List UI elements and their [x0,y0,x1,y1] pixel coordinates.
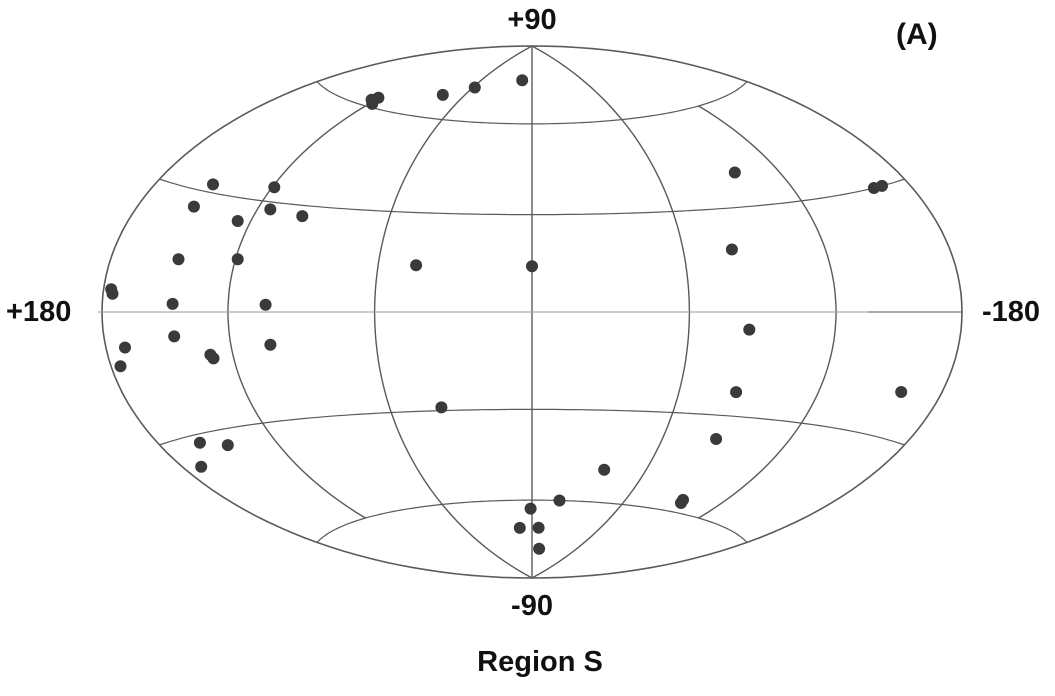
data-point [296,210,308,222]
data-point [868,182,880,194]
data-point [195,461,207,473]
data-point [232,215,244,227]
data-point [743,324,755,336]
data-point [222,439,234,451]
data-point [525,503,537,515]
data-point [115,360,127,372]
data-point [268,181,280,193]
data-point [208,352,220,364]
data-point [264,339,276,351]
data-point [264,203,276,215]
data-point [437,89,449,101]
chart-caption: Region S [477,646,603,679]
data-point [366,98,378,110]
data-point [167,298,179,310]
axis-label-left: +180 [6,296,71,329]
data-point [533,543,545,555]
data-point [514,522,526,534]
axis-label-bottom: -90 [511,590,553,623]
data-point [526,260,538,272]
data-point [895,386,907,398]
axis-label-right: -180 [982,296,1040,329]
data-point [188,201,200,213]
graticule [98,46,962,578]
data-point [726,244,738,256]
data-point [554,495,566,507]
data-point [435,401,447,413]
data-point [730,386,742,398]
data-point [675,497,687,509]
data-point [729,167,741,179]
data-point [107,288,119,300]
data-points [105,74,907,555]
panel-label: (A) [896,18,938,52]
axis-label-top: +90 [507,4,556,37]
data-point [232,253,244,265]
data-point [598,464,610,476]
data-point [168,330,180,342]
data-point [533,522,545,534]
data-point [173,253,185,265]
data-point [469,82,481,94]
data-point [207,178,219,190]
data-point [119,342,131,354]
data-point [516,74,528,86]
data-point [260,299,272,311]
data-point [710,433,722,445]
data-point [410,259,422,271]
data-point [194,437,206,449]
